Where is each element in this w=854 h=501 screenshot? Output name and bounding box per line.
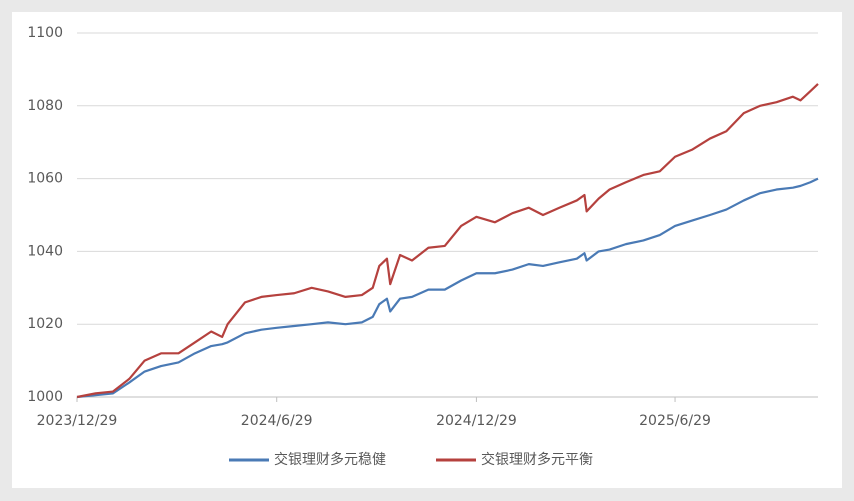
x-tick-label: 2024/6/29: [241, 413, 313, 429]
series-line: [76, 177, 819, 399]
x-tick-label: 2024/12/29: [436, 413, 517, 429]
x-tick-label: 2025/6/29: [639, 413, 711, 429]
series-line: [76, 83, 819, 399]
y-tick-label: 1060: [27, 171, 63, 187]
legend-label: 交银理财多元平衡: [481, 451, 593, 468]
legend-label: 交银理财多元稳健: [274, 451, 386, 468]
y-tick-label: 1000: [27, 389, 63, 405]
x-tick-label: 2023/12/29: [37, 413, 118, 429]
y-tick-label: 1080: [27, 98, 63, 114]
y-tick-label: 1020: [27, 316, 63, 332]
y-tick-label: 1100: [27, 25, 63, 41]
y-tick-label: 1040: [27, 243, 63, 259]
